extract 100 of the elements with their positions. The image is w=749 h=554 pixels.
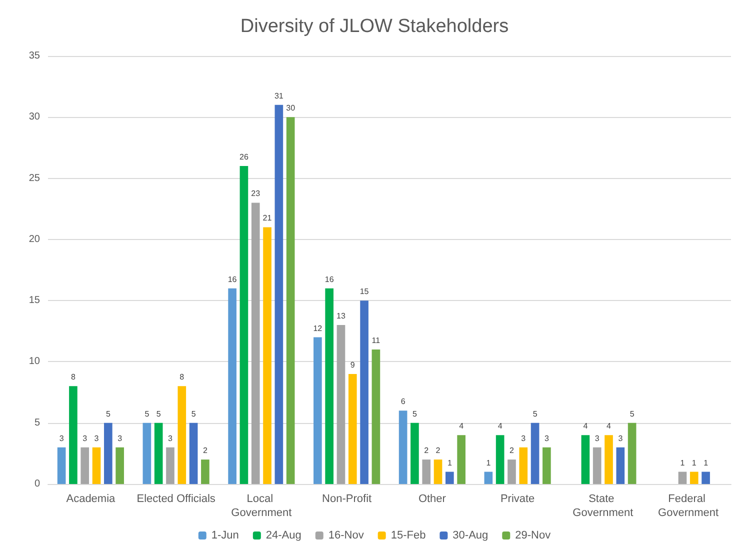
bar [496, 435, 504, 484]
bar [628, 422, 636, 484]
data-label: 5 [191, 409, 196, 418]
bar [92, 447, 101, 484]
data-label: 1 [680, 458, 686, 468]
data-label: 3 [59, 434, 64, 443]
data-label: 4 [498, 422, 503, 431]
data-label: 5 [532, 409, 538, 418]
bar [678, 472, 687, 484]
bar [592, 447, 602, 484]
bar [116, 447, 124, 484]
bar [422, 460, 431, 484]
x-tick-label: Other [418, 493, 446, 505]
data-label: 26 [240, 152, 249, 162]
bar [189, 422, 198, 484]
data-label: 2 [436, 446, 441, 456]
bar [314, 337, 322, 484]
data-label: 11 [372, 336, 381, 345]
bar [410, 422, 419, 484]
bar [57, 447, 66, 484]
bar [251, 202, 260, 484]
bar [484, 472, 493, 484]
bar [604, 435, 613, 484]
data-label: 30 [286, 104, 296, 113]
bar [228, 288, 236, 484]
y-tick-label: 10 [28, 356, 40, 368]
legend-label: 30-Aug [452, 530, 488, 542]
x-tick-label: Elected Officials [136, 493, 216, 505]
data-label: 5 [106, 409, 111, 418]
data-label: 15 [360, 287, 370, 296]
bar [519, 447, 528, 484]
data-label: 3 [118, 434, 123, 443]
data-label: 13 [336, 312, 346, 321]
bar [178, 386, 186, 484]
x-tick-label: State Government [572, 493, 634, 519]
bar [702, 472, 710, 484]
bar [80, 447, 90, 484]
bar [690, 472, 698, 484]
bar [508, 460, 516, 484]
data-label: 16 [324, 274, 334, 284]
legend-label: 16-Nov [328, 530, 364, 542]
data-label: 2 [510, 446, 515, 456]
data-label: 1 [447, 458, 452, 468]
bar [398, 410, 408, 484]
data-label: 5 [156, 409, 162, 418]
bar [286, 117, 295, 484]
data-label: 4 [459, 422, 464, 431]
bar [530, 422, 540, 484]
legend-label: 15-Feb [390, 530, 426, 542]
data-label: 1 [486, 458, 492, 468]
data-label: 5 [144, 409, 150, 418]
bar [240, 166, 248, 484]
bar [434, 460, 442, 484]
y-tick-label: 0 [34, 478, 40, 490]
data-label: 3 [618, 434, 624, 443]
y-tick-label: 5 [34, 417, 40, 428]
data-label: 8 [180, 372, 185, 382]
data-label: 31 [274, 91, 284, 100]
x-tick-label: Private [500, 493, 535, 505]
bar [166, 447, 174, 484]
data-label: 3 [94, 434, 100, 443]
y-tick-label: 15 [28, 295, 40, 306]
legend-label: 1-Jun [211, 530, 239, 542]
data-label: 1 [692, 458, 697, 468]
y-tick-label: 35 [28, 50, 40, 62]
bar [274, 104, 284, 484]
data-label: 2 [202, 446, 208, 456]
bar [542, 447, 551, 484]
data-label: 5 [412, 409, 418, 418]
bar [446, 472, 454, 484]
bar [69, 386, 78, 484]
data-label: 3 [594, 434, 600, 443]
legend-label: 29-Nov [515, 530, 552, 542]
data-label: 6 [400, 397, 406, 406]
x-tick-label: Academia [66, 493, 116, 505]
bar [372, 349, 380, 484]
data-label: 16 [228, 274, 238, 284]
data-label: 21 [262, 214, 272, 223]
y-tick-label: 25 [28, 172, 40, 184]
data-label: 5 [630, 409, 635, 418]
data-label: 2 [424, 446, 430, 456]
data-label: 3 [82, 434, 88, 443]
bar [336, 325, 346, 484]
bar [360, 300, 368, 484]
y-tick-label: 20 [28, 234, 40, 245]
data-label: 3 [544, 434, 550, 443]
data-label: 3 [521, 434, 526, 443]
bar [581, 435, 590, 484]
data-label: 8 [70, 372, 76, 382]
x-tick-label: Local Government [231, 493, 292, 519]
data-label: 12 [313, 324, 323, 333]
chart-title: Diversity of JLOW Stakeholders [240, 16, 509, 37]
legend-label: 24-Aug [266, 530, 302, 542]
bar [325, 288, 334, 484]
data-label: 1 [704, 458, 709, 468]
data-label: 23 [251, 189, 261, 198]
x-tick-label: Non-Profit [322, 493, 372, 505]
y-tick-label: 30 [28, 112, 40, 123]
data-label: 4 [583, 422, 588, 431]
x-tick-label: Federal Government [658, 493, 719, 519]
